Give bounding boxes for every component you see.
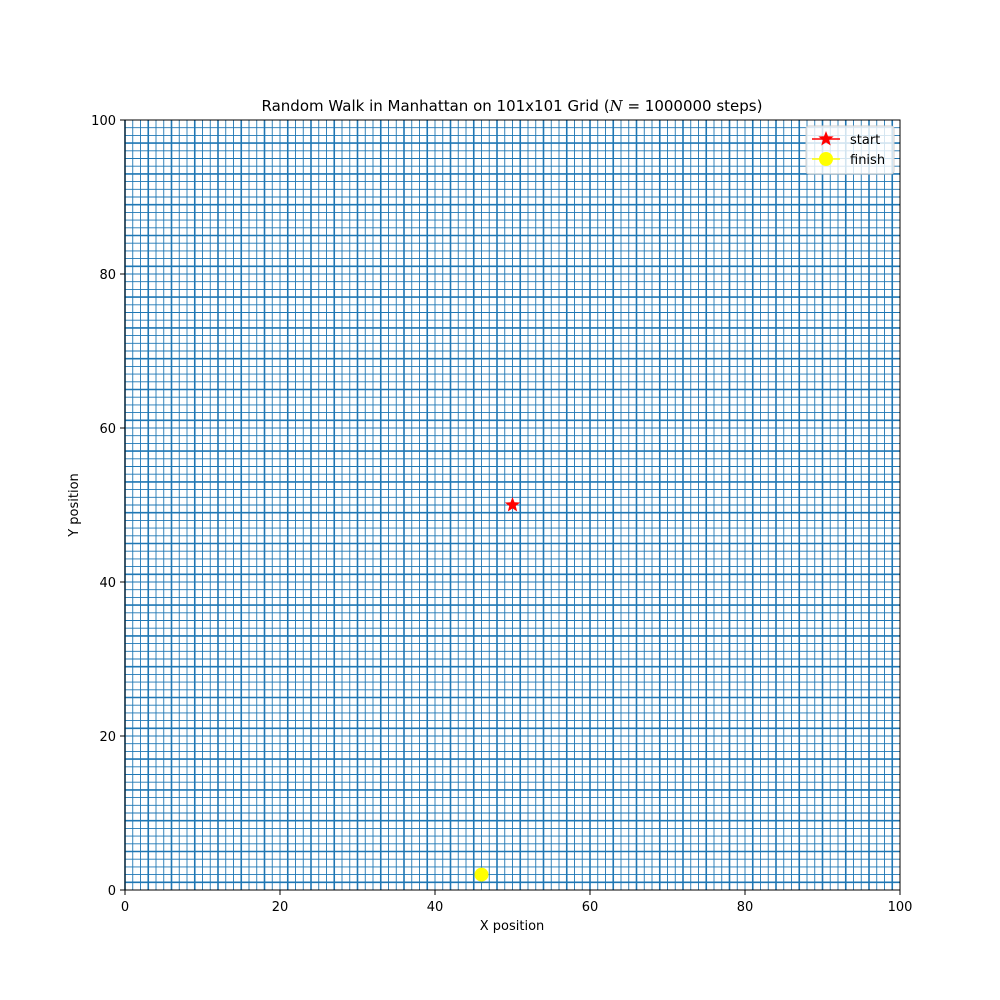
y-tick-label: 100 [91, 114, 116, 129]
legend-finish-circle-icon [819, 152, 833, 166]
start-marker-star-icon [504, 497, 521, 512]
x-tick-label: 100 [888, 900, 913, 915]
legend: start finish [805, 125, 895, 175]
y-tick-label: 80 [99, 268, 116, 283]
y-tick-label: 60 [99, 422, 116, 437]
x-tick-label: 60 [582, 900, 599, 915]
legend-start-star-icon [818, 131, 834, 146]
y-tick-label: 0 [108, 884, 116, 899]
y-axis-label: Y position [67, 473, 82, 538]
walk-path [124, 119, 901, 891]
x-tick-label: 40 [427, 900, 444, 915]
y-tick-label: 40 [99, 576, 116, 591]
y-axis: 0 20 40 60 80 100 [91, 114, 125, 899]
finish-marker-circle-icon [474, 867, 489, 882]
x-axis: 0 20 40 60 80 100 [121, 890, 913, 915]
legend-item-start: start [812, 131, 880, 148]
x-tick-label: 20 [272, 900, 289, 915]
x-tick-label: 0 [121, 900, 129, 915]
legend-start-label: start [850, 133, 880, 148]
markers [474, 497, 521, 882]
x-tick-label: 80 [737, 900, 754, 915]
chart-title: Random Walk in Manhattan on 101x101 Grid… [262, 97, 763, 115]
legend-item-finish: finish [812, 152, 885, 168]
y-tick-label: 20 [99, 730, 116, 745]
x-axis-label: X position [480, 919, 545, 934]
plot-frame [124, 119, 901, 891]
legend-finish-label: finish [850, 153, 885, 168]
